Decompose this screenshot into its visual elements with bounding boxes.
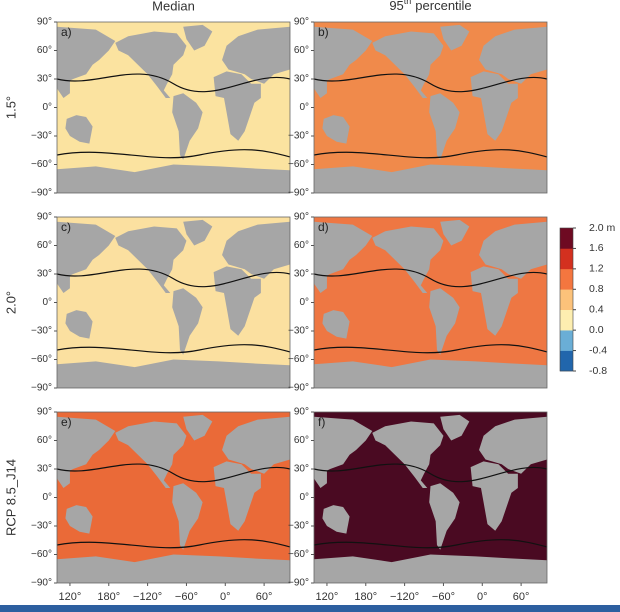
- y-tick-label: −90°: [31, 578, 52, 589]
- y-tick-label: 0°: [299, 492, 309, 503]
- y-tick-label: −60°: [31, 549, 52, 560]
- x-tick-label: −120°: [133, 591, 162, 603]
- y-tick-label: −90°: [288, 578, 309, 589]
- colorbar-label: -0.8: [589, 365, 607, 377]
- x-tick-label: 180°: [354, 591, 377, 603]
- y-tick-label: −30°: [31, 326, 52, 337]
- y-tick-label: 90°: [37, 407, 52, 418]
- y-tick-label: 60°: [37, 240, 52, 251]
- colorbar-frame: [559, 227, 574, 372]
- y-tick-label: −90°: [288, 188, 309, 199]
- x-tick-label: 60°: [256, 591, 273, 603]
- title-text: percentile: [415, 0, 471, 13]
- panel-label: e): [61, 415, 72, 429]
- y-tick-label: 0°: [42, 492, 52, 503]
- colorbar-label: 0.0: [589, 324, 604, 336]
- y-tick-label: 60°: [294, 240, 309, 251]
- y-tick-label: −60°: [288, 159, 309, 170]
- y-tick-label: −90°: [31, 188, 52, 199]
- y-tick-label: −60°: [31, 354, 52, 365]
- colorbar-band: [560, 350, 573, 372]
- y-tick-label: 60°: [294, 435, 309, 446]
- y-tick-label: 90°: [294, 17, 309, 28]
- y-tick-label: 30°: [37, 269, 52, 280]
- y-tick-label: −60°: [288, 354, 309, 365]
- y-tick-label: 0°: [299, 297, 309, 308]
- colorbar-band: [560, 330, 573, 351]
- panel-label: d): [318, 220, 329, 234]
- x-tick-label: 120°: [59, 591, 82, 603]
- y-tick-label: 30°: [294, 269, 309, 280]
- y-tick-label: −60°: [288, 549, 309, 560]
- y-tick-label: 90°: [294, 212, 309, 223]
- y-tick-label: −30°: [31, 521, 52, 532]
- y-tick-label: 0°: [299, 102, 309, 113]
- colorbar-band: [560, 309, 573, 331]
- x-tick-label: −60°: [175, 591, 198, 603]
- y-tick-label: 90°: [37, 212, 52, 223]
- x-tick-label: 180°: [97, 591, 120, 603]
- panel-label: c): [61, 220, 71, 234]
- y-tick-label: −90°: [31, 383, 52, 394]
- title-number: 95: [389, 0, 403, 13]
- x-tick-label: 60°: [513, 591, 530, 603]
- panel-label: a): [61, 25, 72, 39]
- y-tick-label: −60°: [31, 159, 52, 170]
- y-tick-label: 30°: [294, 74, 309, 85]
- title-superscript: th: [404, 0, 412, 6]
- row-label: RCP 8.5_J14: [3, 459, 18, 536]
- colorbar-label: 0.8: [589, 283, 604, 295]
- x-tick-label: −60°: [432, 591, 455, 603]
- y-tick-label: 30°: [37, 74, 52, 85]
- y-tick-label: 90°: [37, 17, 52, 28]
- y-tick-label: 60°: [37, 45, 52, 56]
- x-tick-label: 0°: [220, 591, 231, 603]
- row-label: 2.0°: [3, 291, 18, 314]
- colorbar-band: [560, 248, 573, 270]
- panel-label: f): [318, 415, 325, 429]
- colorbar-band: [560, 228, 573, 249]
- column-title: 95th percentile: [389, 0, 471, 13]
- colorbar-band: [560, 289, 573, 311]
- y-tick-label: 90°: [294, 407, 309, 418]
- row-label: 1.5°: [3, 96, 18, 119]
- column-title: Median: [152, 0, 195, 13]
- y-tick-label: −30°: [288, 521, 309, 532]
- panel-label: b): [318, 25, 329, 39]
- y-tick-label: −30°: [31, 131, 52, 142]
- y-tick-label: 0°: [42, 297, 52, 308]
- colorbar-label: 1.6: [589, 242, 604, 254]
- y-tick-label: 60°: [294, 45, 309, 56]
- y-tick-label: 60°: [37, 435, 52, 446]
- x-tick-label: 120°: [316, 591, 339, 603]
- colorbar-label: -0.4: [589, 344, 607, 356]
- colorbar-band: [560, 268, 573, 290]
- x-tick-label: 0°: [477, 591, 488, 603]
- y-tick-label: 0°: [42, 102, 52, 113]
- colorbar-label: 0.4: [589, 303, 604, 315]
- y-tick-label: 30°: [294, 464, 309, 475]
- x-tick-label: −120°: [390, 591, 419, 603]
- y-tick-label: −30°: [288, 326, 309, 337]
- y-tick-label: −90°: [288, 383, 309, 394]
- bottom-strip: [0, 605, 620, 612]
- colorbar-label: 2.0 m: [589, 222, 616, 234]
- colorbar-label: 1.2: [589, 263, 604, 275]
- y-tick-label: 30°: [37, 464, 52, 475]
- y-tick-label: −30°: [288, 131, 309, 142]
